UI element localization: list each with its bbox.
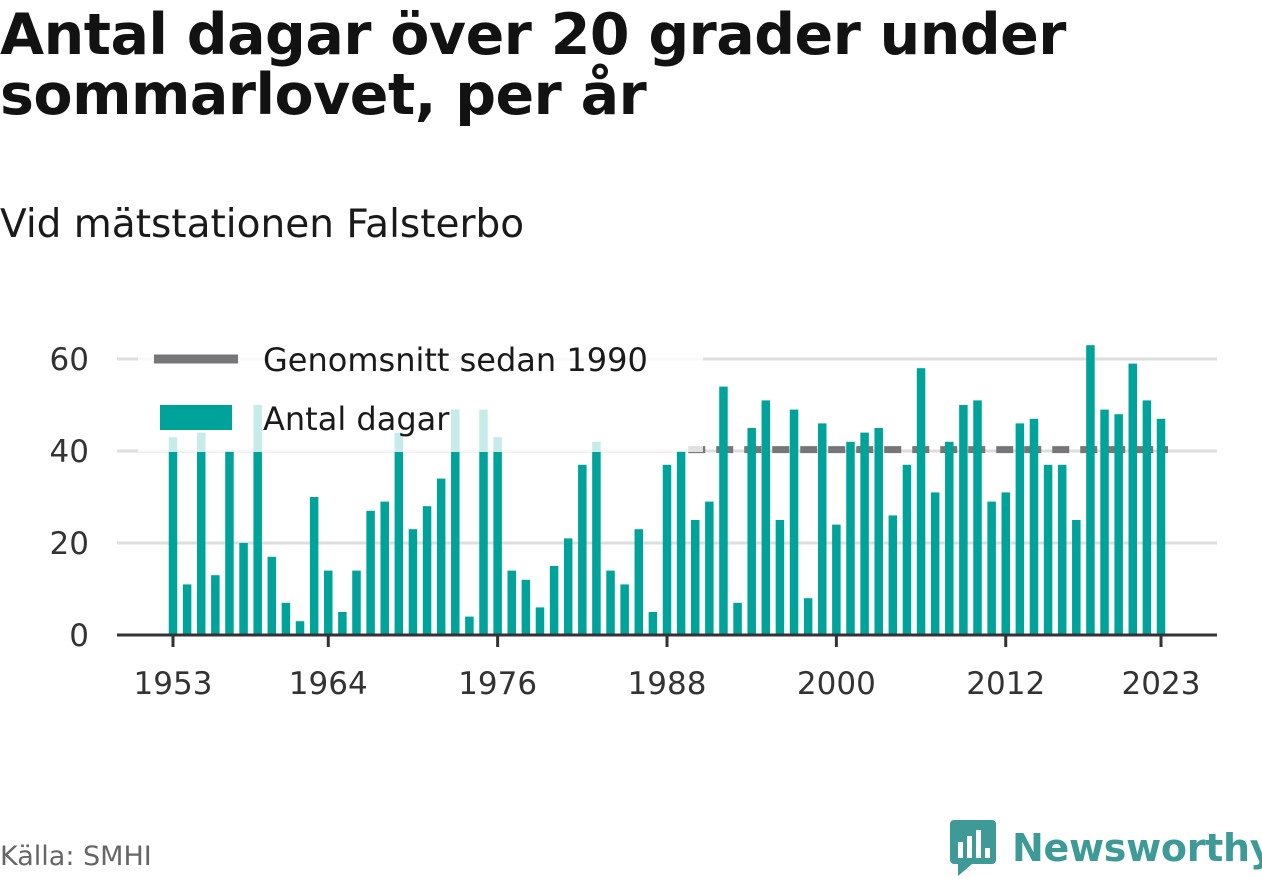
bar [662, 464, 672, 635]
bar [239, 543, 248, 635]
bar [549, 566, 559, 635]
bar [196, 432, 206, 635]
bar [1142, 400, 1152, 635]
bar [380, 501, 389, 635]
x-tick-label: 2000 [797, 666, 876, 702]
x-tick-label: 1976 [458, 666, 537, 702]
bar [719, 386, 728, 635]
legend-bar-label: Antal dagar [263, 400, 450, 438]
bar [620, 584, 629, 635]
bar [634, 529, 644, 635]
legend-bar-swatch [160, 405, 232, 430]
bar [902, 464, 912, 635]
bar [168, 437, 178, 635]
y-tick-label: 0 [69, 618, 89, 654]
y-tick-label: 20 [50, 526, 89, 562]
bar [1057, 464, 1067, 635]
bar [578, 464, 587, 635]
legend: Genomsnitt sedan 1990 Antal dagar [138, 335, 703, 452]
bar [324, 570, 333, 635]
bar [267, 556, 277, 635]
bar [338, 612, 347, 635]
bar [606, 570, 615, 635]
chart-subtitle: Vid mätstationen Falsterbo [0, 202, 525, 247]
bar [690, 520, 700, 635]
bar [705, 501, 714, 635]
bars [168, 345, 1166, 635]
bar [860, 432, 869, 635]
bar [281, 602, 291, 635]
bar [521, 579, 531, 635]
bar [366, 510, 375, 635]
bar [930, 492, 940, 635]
bar [493, 437, 502, 635]
bar [592, 441, 601, 635]
source-note: Källa: SMHI [0, 841, 152, 872]
x-tick-label: 1953 [134, 666, 213, 702]
bar [973, 400, 982, 635]
bar [1086, 345, 1095, 635]
bar [1156, 418, 1166, 635]
bar [436, 478, 446, 635]
bar [733, 602, 742, 635]
bar [1015, 423, 1025, 635]
newsworthy-logo-icon [950, 820, 996, 876]
bar [394, 432, 404, 635]
bar [1072, 520, 1081, 635]
bar [1001, 492, 1010, 635]
bar [535, 607, 545, 635]
bar [888, 515, 898, 635]
y-tick-label: 40 [50, 434, 89, 470]
bar [987, 501, 996, 635]
bar [916, 368, 926, 635]
bar [563, 538, 573, 635]
x-tick-label: 2023 [1122, 666, 1201, 702]
bar [1114, 414, 1123, 635]
bar [945, 441, 954, 635]
bar [211, 575, 220, 635]
x-tick-label: 1964 [289, 666, 368, 702]
bar [465, 616, 474, 635]
chart-title: Antal dagar över 20 grader under sommarl… [0, 2, 1066, 128]
bar [846, 441, 855, 635]
brand-name: Newsworthy [1012, 826, 1262, 870]
bar [775, 520, 785, 635]
bar [479, 409, 488, 635]
bar [1029, 418, 1039, 635]
legend-average-label: Genomsnitt sedan 1990 [263, 341, 648, 379]
bar [408, 529, 418, 635]
bar [648, 612, 658, 635]
bar [295, 621, 305, 635]
bar [874, 428, 883, 635]
bar [761, 400, 771, 635]
bar [747, 428, 756, 635]
bar [225, 451, 234, 635]
bar [451, 409, 460, 635]
bar [309, 497, 319, 635]
y-axis-ticks: 0 20 40 60 [50, 342, 89, 654]
bar [1128, 363, 1138, 635]
bar [832, 524, 841, 635]
bar [422, 506, 432, 635]
bar [507, 570, 516, 635]
x-axis-ticks: 1953 1964 1976 1988 2000 2012 2023 [134, 635, 1201, 702]
bar [789, 409, 799, 635]
x-tick-label: 1988 [628, 666, 707, 702]
newsworthy-logo[interactable]: Newsworthy [948, 818, 1262, 878]
x-tick-label: 2012 [966, 666, 1045, 702]
bar [253, 405, 262, 635]
bar [352, 570, 361, 635]
bar [959, 405, 968, 635]
y-tick-label: 60 [50, 342, 89, 378]
bar [1043, 464, 1053, 635]
bar [676, 451, 686, 635]
bar [182, 584, 192, 635]
bar [803, 598, 813, 635]
bar [818, 423, 827, 635]
bar [1100, 409, 1109, 635]
